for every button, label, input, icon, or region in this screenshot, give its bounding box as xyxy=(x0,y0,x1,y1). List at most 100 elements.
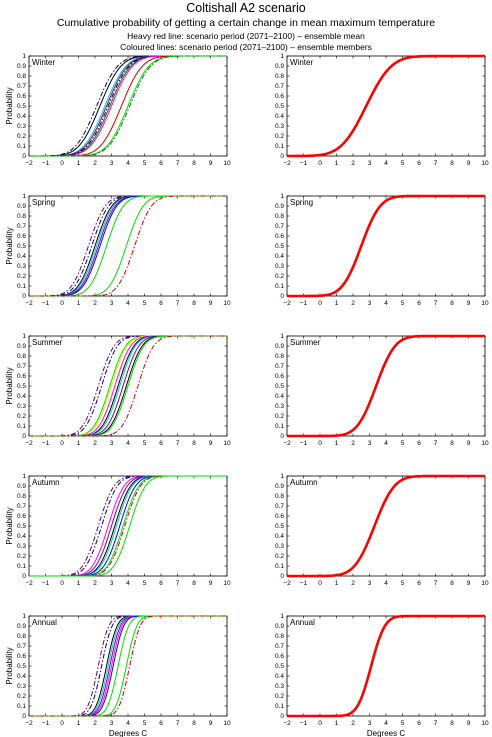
x-tick-label: 6 xyxy=(159,580,163,587)
y-tick-label: 0.3 xyxy=(17,403,26,410)
x-tick-label: 5 xyxy=(401,300,405,307)
y-tick-label: 0.5 xyxy=(17,383,26,390)
y-tick-label: 0.8 xyxy=(275,633,284,640)
x-tick-label: 10 xyxy=(481,580,489,587)
y-tick-label: 1 xyxy=(280,193,284,200)
y-tick-label: 0.3 xyxy=(275,403,284,410)
x-tick-label: 10 xyxy=(223,300,231,307)
x-tick-label: 5 xyxy=(143,300,147,307)
y-tick-label: 0.1 xyxy=(275,703,284,710)
x-tick-label: 4 xyxy=(384,440,388,447)
chart-panel-winter-ensemble-mean: −2 −1 0 1 2 3 4 5 6 7 8 9 10 0 0.1 0.2 0.3 0.4 0.5 0.6 0.7 0.… xyxy=(275,53,489,167)
y-axis-label: Probability xyxy=(5,87,14,124)
y-tick-label: 0.9 xyxy=(275,343,284,350)
y-tick-label: 0.6 xyxy=(275,233,284,240)
x-tick-label: 7 xyxy=(434,720,438,727)
x-tick-label: 2 xyxy=(351,160,355,167)
season-label: Summer xyxy=(290,338,321,347)
plot-frame xyxy=(286,475,486,577)
x-tick-label: 3 xyxy=(368,580,372,587)
y-tick-label: 0.8 xyxy=(275,493,284,500)
x-tick-label: 6 xyxy=(159,300,163,307)
x-tick-label: −2 xyxy=(25,300,33,307)
x-tick-label: 3 xyxy=(110,440,114,447)
y-tick-label: 0.4 xyxy=(275,533,284,540)
x-tick-label: −1 xyxy=(42,440,50,447)
x-tick-label: 9 xyxy=(467,300,471,307)
y-tick-label: 0 xyxy=(22,433,26,440)
y-tick-label: 0.3 xyxy=(275,543,284,550)
cdf-line xyxy=(286,194,486,298)
y-tick-label: 0.7 xyxy=(275,223,284,230)
x-tick-label: 0 xyxy=(318,300,322,307)
y-tick-label: 0.2 xyxy=(17,133,26,140)
x-tick-label: −1 xyxy=(300,720,308,727)
y-tick-label: 0.7 xyxy=(17,363,26,370)
x-tick-label: 3 xyxy=(368,720,372,727)
x-tick-label: 2 xyxy=(351,720,355,727)
x-tick-label: 4 xyxy=(384,580,388,587)
season-label: Winter xyxy=(290,58,313,67)
x-tick-label: 10 xyxy=(223,440,231,447)
y-tick-label: 0.5 xyxy=(17,103,26,110)
x-tick-label: 10 xyxy=(481,720,489,727)
x-tick-label: 0 xyxy=(60,580,64,587)
x-tick-label: −1 xyxy=(42,300,50,307)
y-tick-label: 0 xyxy=(22,293,26,300)
x-axis-label: Degrees C xyxy=(109,729,147,737)
x-tick-label: 1 xyxy=(335,160,339,167)
figure-subtitle: Cumulative probability of getting a cert… xyxy=(56,17,436,29)
plot-frame xyxy=(28,615,228,717)
y-tick-label: 0.7 xyxy=(17,503,26,510)
x-tick-label: 9 xyxy=(209,440,213,447)
x-tick-label: −2 xyxy=(283,300,291,307)
x-tick-label: −2 xyxy=(25,580,33,587)
y-tick-label: 0.1 xyxy=(17,143,26,150)
y-tick-label: 0.4 xyxy=(275,393,284,400)
x-tick-label: 3 xyxy=(110,580,114,587)
x-tick-label: −2 xyxy=(25,440,33,447)
x-tick-label: 3 xyxy=(368,300,372,307)
cdf-line xyxy=(29,475,227,577)
y-tick-label: 0.2 xyxy=(275,413,284,420)
x-tick-label: 1 xyxy=(77,720,81,727)
y-tick-label: 1 xyxy=(280,473,284,480)
x-tick-label: 2 xyxy=(93,580,97,587)
y-tick-label: 0.9 xyxy=(17,63,26,70)
cdf-line xyxy=(29,195,227,297)
y-tick-label: 0.2 xyxy=(17,273,26,280)
x-tick-label: 1 xyxy=(77,160,81,167)
x-tick-label: 2 xyxy=(93,160,97,167)
y-tick-label: 0.9 xyxy=(17,343,26,350)
y-tick-label: 0.6 xyxy=(17,93,26,100)
y-tick-label: 0.9 xyxy=(17,483,26,490)
cdf-line xyxy=(286,614,486,718)
x-tick-label: 4 xyxy=(384,160,388,167)
cdf-line xyxy=(29,335,227,437)
x-tick-label: 6 xyxy=(417,440,421,447)
x-tick-label: 6 xyxy=(417,160,421,167)
y-tick-label: 0.6 xyxy=(275,513,284,520)
y-tick-label: 0.2 xyxy=(17,693,26,700)
y-tick-label: 0.5 xyxy=(17,663,26,670)
y-tick-label: 1 xyxy=(280,333,284,340)
x-tick-label: 6 xyxy=(159,160,163,167)
x-tick-label: 5 xyxy=(143,160,147,167)
y-tick-label: 0.5 xyxy=(275,663,284,670)
x-tick-label: −2 xyxy=(25,720,33,727)
y-tick-label: 0.1 xyxy=(17,703,26,710)
x-tick-label: 5 xyxy=(401,720,405,727)
y-tick-label: 0.4 xyxy=(275,673,284,680)
y-tick-label: 0.3 xyxy=(17,543,26,550)
x-tick-label: 7 xyxy=(176,580,180,587)
x-tick-label: 9 xyxy=(209,580,213,587)
plot-frame xyxy=(28,195,228,297)
x-tick-label: 10 xyxy=(481,300,489,307)
y-tick-label: 0.5 xyxy=(275,523,284,530)
y-tick-label: 0.1 xyxy=(275,563,284,570)
x-tick-label: 10 xyxy=(223,720,231,727)
x-tick-label: 0 xyxy=(60,300,64,307)
y-tick-label: 0.8 xyxy=(275,213,284,220)
chart-panel-spring-ensemble-members: −2 −1 0 1 2 3 4 5 6 7 8 9 10 0 0.1 0.2 0.3 0.4 0.5 0.6 0.7 0.… xyxy=(5,193,231,307)
y-tick-label: 0.2 xyxy=(17,553,26,560)
